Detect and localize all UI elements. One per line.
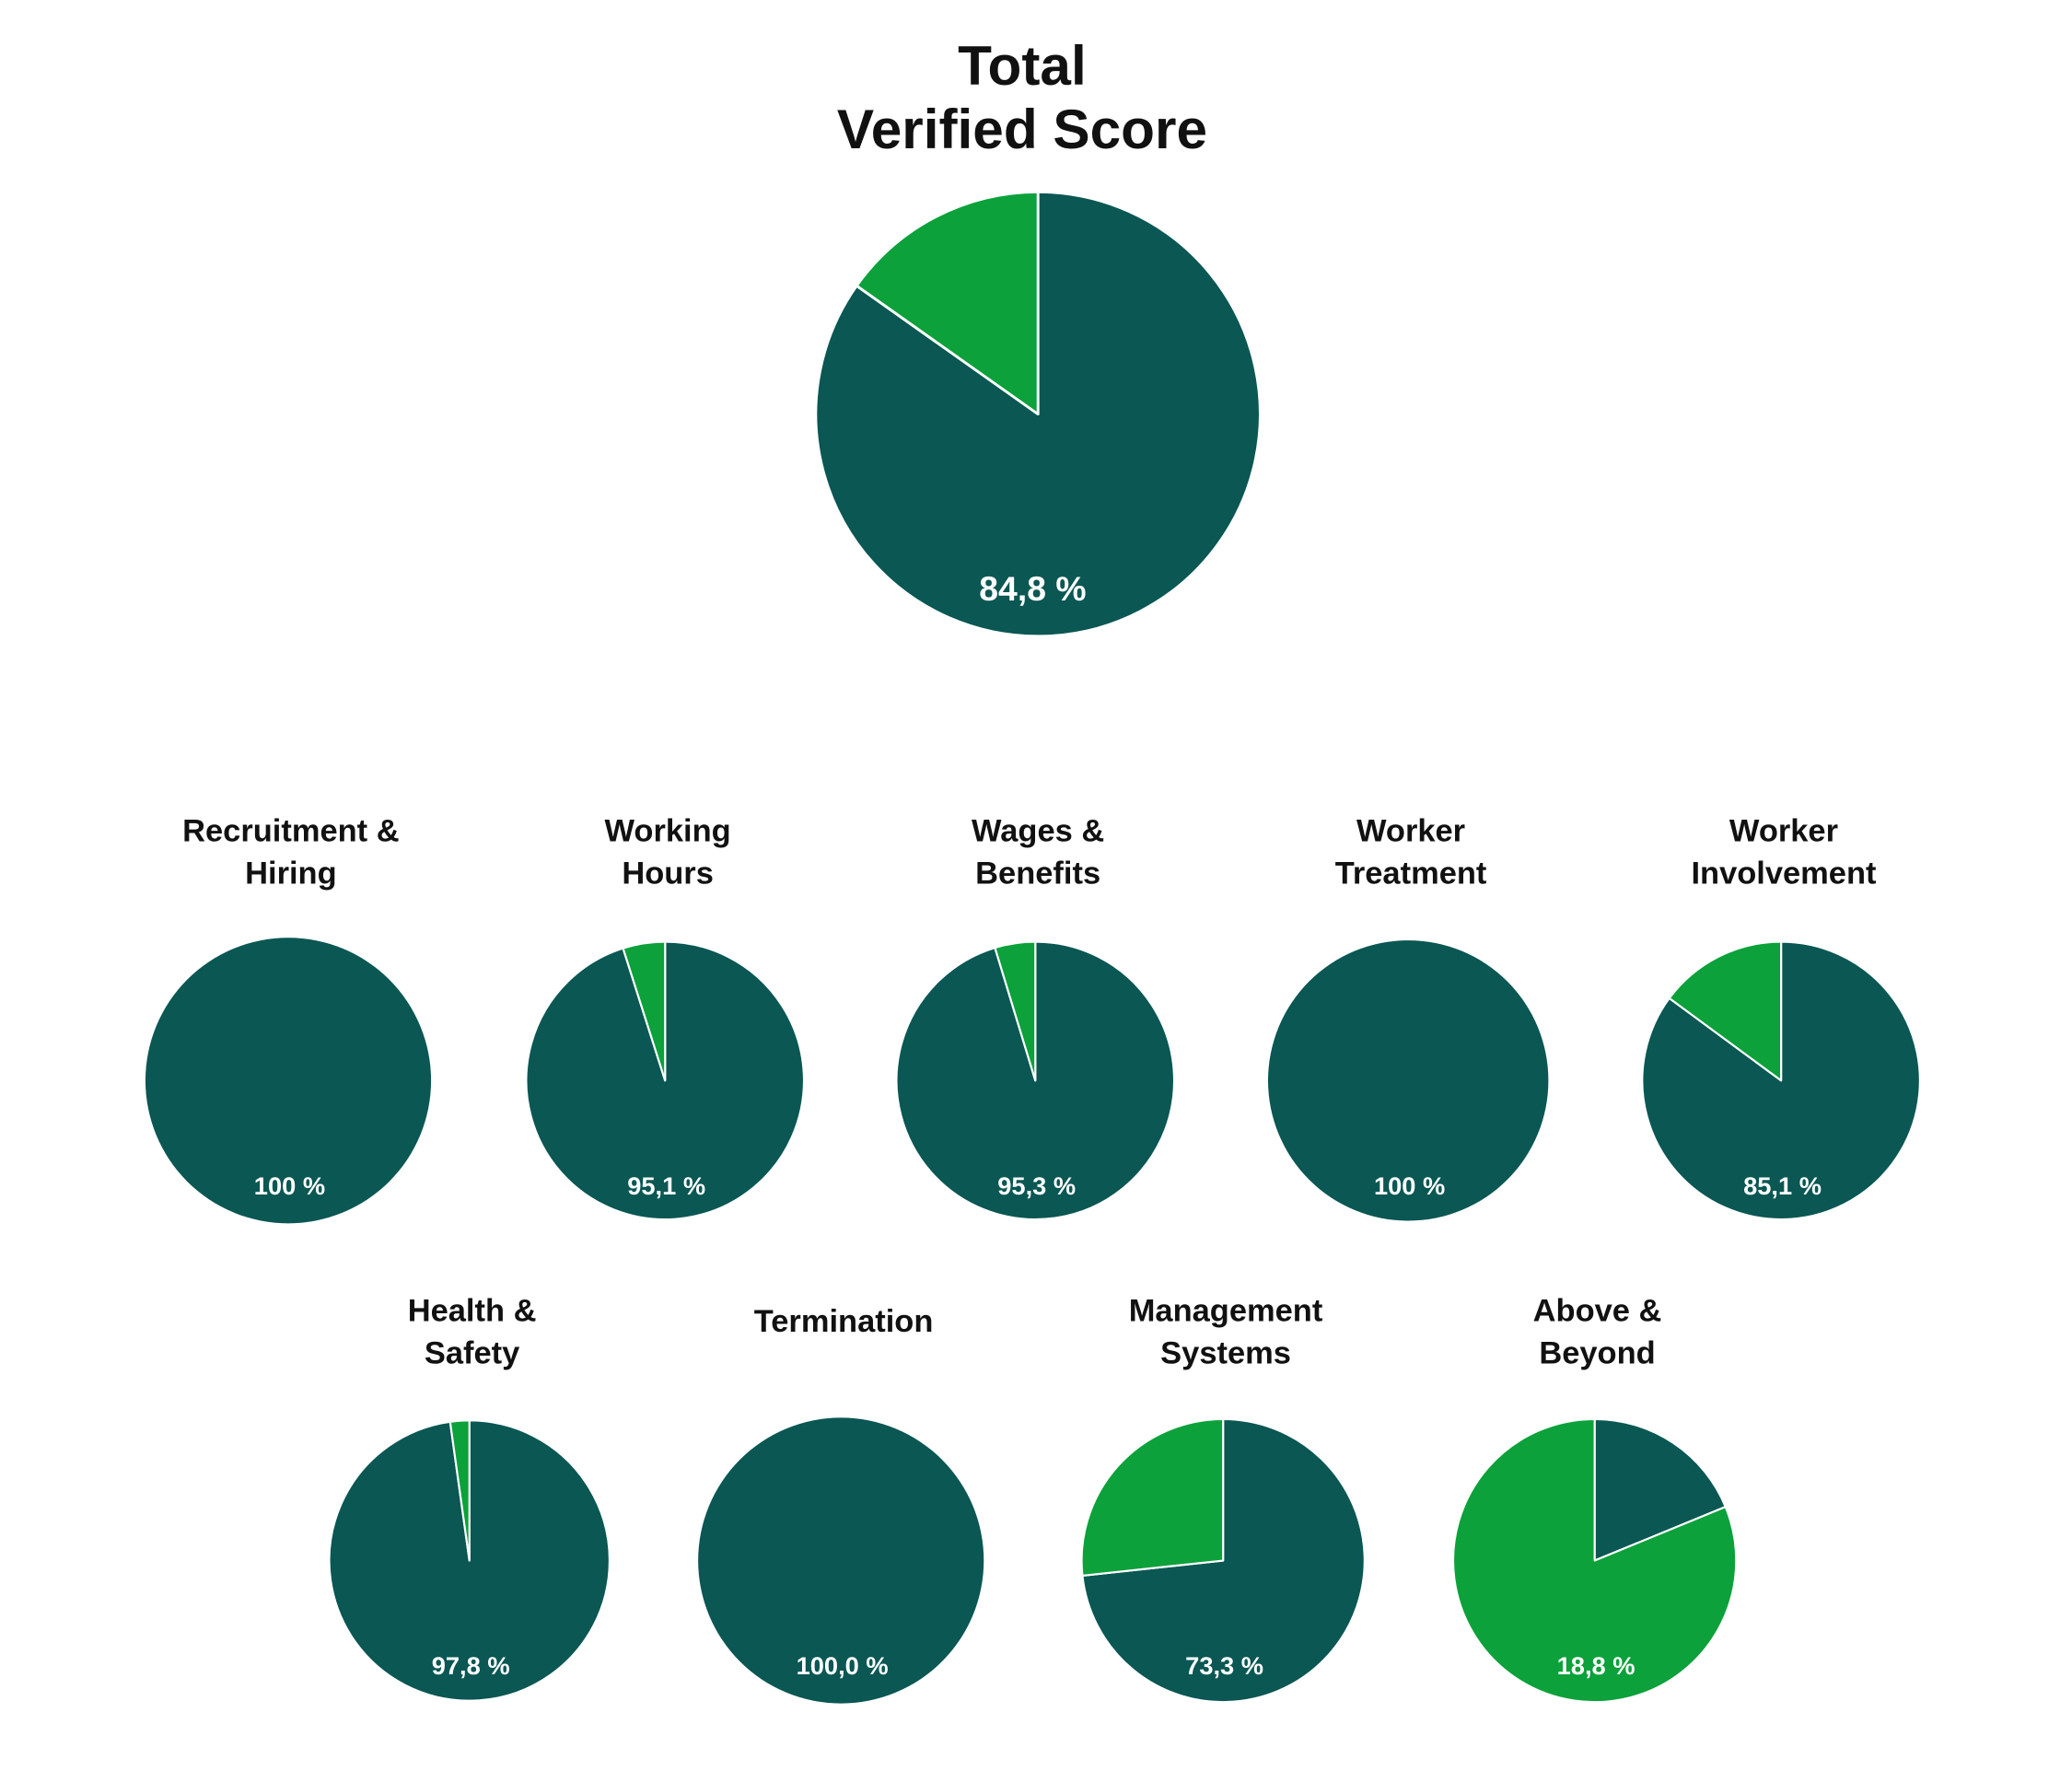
remainder-slice	[994, 940, 1037, 1082]
pie-management-systems	[1080, 1417, 1366, 1704]
remainder-slice	[1080, 1417, 1225, 1577]
remainder-slice	[855, 190, 1040, 416]
pie-health-safety	[328, 1419, 611, 1702]
pie-title-line-2: Beyond	[1539, 1336, 1655, 1371]
remainder-slice	[1451, 1417, 1738, 1704]
pie-title-line-2: Hiring	[245, 856, 337, 891]
pie-title-line-2: Treatment	[1335, 856, 1487, 891]
data-label: 95,1 %	[627, 1171, 705, 1200]
pie-total-verified-score	[814, 190, 1262, 638]
score-slice	[1593, 1417, 1727, 1562]
data-label-total: 84,8 %	[979, 569, 1086, 608]
pie-title-line-1: Wages &	[972, 813, 1104, 848]
pie-title-line-1: Recruitment &	[182, 813, 399, 848]
pie-title-line-1: Health &	[408, 1294, 537, 1329]
pie-recruitment-hiring	[145, 938, 432, 1224]
data-label: 100 %	[254, 1171, 325, 1200]
chart-title-line-1: Total	[958, 34, 1087, 97]
remainder-slice	[1668, 940, 1783, 1082]
pie-title-line-1: Working	[605, 813, 731, 848]
remainder-slice	[448, 1419, 471, 1562]
pie-title-line-2: Involvement	[1691, 856, 1877, 891]
remainder-slice	[622, 940, 667, 1082]
data-label: 100 %	[1374, 1171, 1445, 1200]
pie-above-beyond	[1451, 1417, 1738, 1704]
pie-worker-treatment	[1267, 940, 1549, 1221]
chart-title-line-2: Verified Score	[837, 98, 1207, 160]
data-label: 85,1 %	[1743, 1171, 1822, 1200]
pie-working-hours	[525, 940, 806, 1221]
pie-termination	[698, 1417, 984, 1704]
score-slice	[145, 938, 432, 1224]
pie-title-line-1: Worker	[1356, 813, 1465, 848]
pie-title-line-1: Above &	[1533, 1294, 1662, 1329]
pie-title-line-2: Systems	[1160, 1336, 1291, 1371]
score-slice	[698, 1417, 984, 1704]
pie-worker-involvement	[1641, 940, 1921, 1221]
score-slice	[1267, 940, 1549, 1221]
data-label: 100,0 %	[797, 1651, 889, 1680]
pie-title-line-2: Benefits	[975, 856, 1100, 891]
data-label: 95,3 %	[997, 1171, 1076, 1200]
pie-title-line-2: Safety	[425, 1336, 519, 1371]
pie-title-line-1: Management	[1129, 1294, 1323, 1329]
data-label: 18,8 %	[1557, 1651, 1635, 1680]
pie-title-line-2: Hours	[622, 856, 714, 891]
pie-title: Termination	[754, 1304, 934, 1339]
pie-title-line-1: Worker	[1729, 813, 1838, 848]
pie-wages-benefits	[895, 940, 1176, 1221]
data-label: 73,3 %	[1185, 1651, 1263, 1680]
data-label: 97,8 %	[432, 1651, 510, 1680]
